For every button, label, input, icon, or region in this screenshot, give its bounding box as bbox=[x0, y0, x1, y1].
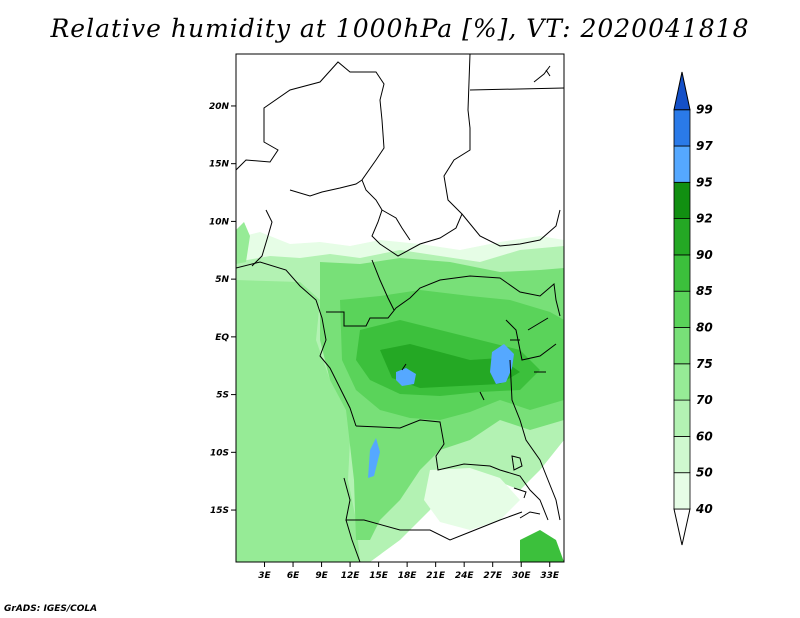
lat-tick-label: 15S bbox=[210, 506, 229, 516]
colorbar-box bbox=[673, 399, 691, 437]
colorbar-box bbox=[673, 290, 691, 328]
colorbar-label: 80 bbox=[696, 321, 713, 335]
colorbar-label: 70 bbox=[696, 393, 713, 407]
colorbar-box bbox=[673, 181, 691, 220]
colorbar-label: 75 bbox=[696, 357, 713, 371]
lon-tick-label: 12E bbox=[341, 571, 361, 581]
lat-tick-label: 10S bbox=[210, 448, 229, 458]
colorbar-lower-triangle bbox=[673, 508, 691, 546]
colorbar-label: 60 bbox=[696, 429, 713, 443]
lon-tick-label: 15E bbox=[369, 571, 389, 581]
lon-tick-label: 18E bbox=[398, 571, 418, 581]
colorbar-label: 85 bbox=[696, 284, 713, 298]
lon-tick-label: 3E bbox=[258, 571, 271, 581]
lon-tick-label: 24E bbox=[455, 571, 475, 581]
colorbar-box bbox=[673, 327, 691, 365]
colorbar-box bbox=[673, 254, 691, 292]
colorbar: 40 50 60 70 75 80 85 90 92 95 97 99 bbox=[673, 71, 713, 546]
colorbar-box bbox=[673, 472, 691, 510]
lat-tick-label: 5N bbox=[215, 275, 229, 285]
colorbar-box bbox=[673, 218, 691, 256]
latitude-axis: 20N 15N 10N 5N EQ 5S 10S 15S bbox=[209, 102, 236, 516]
borders bbox=[236, 54, 564, 562]
colorbar-label: 95 bbox=[696, 175, 713, 189]
colorbar-label: 97 bbox=[696, 139, 713, 153]
credit-label: GrADS: IGES/COLA bbox=[4, 604, 98, 614]
colorbar-label: 50 bbox=[696, 466, 713, 480]
lon-tick-label: 33E bbox=[540, 571, 560, 581]
colorbar-box bbox=[673, 109, 691, 147]
colorbar-label: 40 bbox=[695, 502, 713, 516]
longitude-axis: 3E 6E 9E 12E 15E 18E 21E 24E 27E 30E 33E bbox=[258, 562, 560, 581]
colorbar-label: 90 bbox=[696, 248, 713, 262]
lon-tick-label: 27E bbox=[483, 571, 503, 581]
colorbar-box bbox=[673, 363, 691, 401]
colorbar-label: 99 bbox=[696, 103, 713, 117]
lon-tick-label: 9E bbox=[315, 571, 328, 581]
lat-tick-label: 15N bbox=[209, 160, 230, 170]
colorbar-box bbox=[673, 145, 691, 183]
lon-tick-label: 6E bbox=[287, 571, 300, 581]
lat-tick-label: 5S bbox=[216, 391, 229, 401]
colorbar-box bbox=[673, 435, 691, 474]
map-frame bbox=[235, 53, 565, 563]
lat-tick-label: 20N bbox=[209, 102, 230, 112]
humidity-field bbox=[236, 54, 564, 562]
lat-tick-label: EQ bbox=[215, 333, 229, 343]
lon-tick-label: 30E bbox=[512, 571, 532, 581]
colorbar-upper-triangle bbox=[673, 71, 691, 111]
lon-tick-label: 21E bbox=[426, 571, 446, 581]
map-title: Relative humidity at 1000hPa [%], VT: 20… bbox=[50, 14, 750, 43]
lat-tick-label: 10N bbox=[209, 217, 230, 227]
colorbar-label: 92 bbox=[696, 212, 713, 226]
